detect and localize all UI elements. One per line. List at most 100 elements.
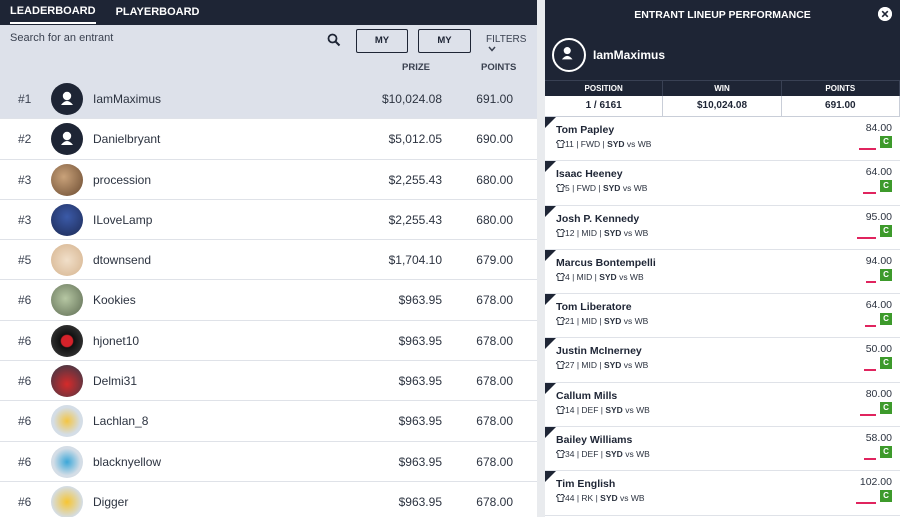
avatar — [51, 83, 83, 115]
position-label: POSITION — [545, 81, 664, 96]
player-number: 14 — [565, 404, 575, 415]
player-number: 44 — [565, 493, 575, 504]
player-row[interactable]: Tom Liberatore 21 | MID | SYD vs WB 64.0… — [545, 294, 900, 339]
player-matchup: vs WB — [622, 183, 648, 194]
player-row[interactable]: Justin McInerney 27 | MID | SYD vs WB 50… — [545, 338, 900, 383]
entrant-name[interactable]: hjonet10 — [93, 333, 140, 348]
top-nav: LEADERBOARD PLAYERBOARD — [0, 0, 537, 25]
player-info: 5 | FWD | SYD vs WB — [556, 183, 647, 193]
win-label: WIN — [663, 81, 782, 96]
player-team: SYD — [607, 139, 625, 149]
player-row[interactable]: Marcus Bontempelli 4 | MID | SYD vs WB 9… — [545, 249, 900, 295]
player-corner-marker — [545, 294, 556, 306]
player-team: SYD — [603, 360, 622, 371]
table-row[interactable]: #5 dtownsend $1,704.10 679.00 — [0, 240, 537, 281]
player-info: 14 | DEF | SYD vs WB — [556, 405, 650, 415]
player-row[interactable]: Josh P. Kennedy 12 | MID | SYD vs WB 95.… — [545, 205, 900, 250]
jersey-icon — [556, 405, 565, 414]
player-matchup: vs WB — [623, 316, 649, 327]
jersey-icon — [556, 317, 565, 326]
tab-leaderboard[interactable]: LEADERBOARD — [10, 1, 96, 24]
stats-values: 1 / 6161 $10,024.08 691.00 — [545, 96, 900, 117]
entrant-name[interactable]: Delmi31 — [93, 374, 138, 389]
captain-badge: C — [880, 224, 892, 237]
entrant-name[interactable]: Lachlan_8 — [93, 414, 149, 429]
avatar — [51, 123, 83, 156]
player-row[interactable]: Tim English 44 | RK | SYD vs WB 102.00 C — [545, 471, 900, 516]
table-row[interactable]: #2 Danielbryant $5,012.05 690.00 — [0, 119, 537, 160]
player-row[interactable]: Tom Papley 11 | FWD | SYD vs WB 84.00 C — [545, 117, 900, 162]
player-number: 11 — [565, 139, 574, 149]
points-progress-bar — [864, 369, 876, 372]
points-progress-bar — [859, 148, 876, 150]
avatar — [51, 485, 83, 517]
rank: #5 — [18, 253, 32, 268]
table-row[interactable]: #1 IamMaximus $10,024.08 691.00 — [0, 79, 537, 120]
player-corner-marker — [545, 249, 556, 261]
rank: #6 — [18, 293, 32, 308]
table-row[interactable]: #3 ILoveLamp $2,255.43 680.00 — [0, 200, 537, 241]
filters-dropdown[interactable]: FILTERS — [486, 34, 537, 56]
prize-value: $963.95 — [398, 333, 442, 348]
points-progress-bar — [866, 280, 876, 283]
table-row[interactable]: #6 Kookies $963.95 678.00 — [0, 280, 537, 321]
player-row[interactable]: Bailey Williams 34 | DEF | SYD vs WB 58.… — [545, 427, 900, 472]
player-points: 50.00 — [865, 343, 892, 356]
entrant-name[interactable]: ILoveLamp — [93, 212, 153, 227]
prize-value: $963.95 — [398, 414, 442, 429]
search-icon[interactable] — [327, 33, 341, 47]
search-input[interactable] — [10, 32, 310, 44]
close-icon[interactable] — [878, 7, 892, 21]
entrant-info: IamMaximus — [545, 30, 900, 80]
table-row[interactable]: #6 Digger $963.95 678.00 — [0, 482, 537, 517]
entrant-name[interactable]: dtownsend — [93, 253, 152, 268]
captain-badge: C — [880, 180, 892, 193]
player-name: Tom Liberatore — [556, 301, 632, 314]
player-points: 64.00 — [865, 299, 892, 312]
entrant-name[interactable]: IamMaximus — [93, 92, 162, 106]
player-name: Marcus Bontempelli — [556, 256, 656, 269]
avatar — [51, 445, 83, 478]
player-points: 94.00 — [865, 254, 892, 267]
player-info: 4 | MID | SYD vs WB — [556, 272, 644, 282]
points-progress-bar — [865, 325, 876, 328]
player-points: 102.00 — [859, 476, 892, 489]
player-points: 64.00 — [865, 166, 892, 179]
avatar — [51, 203, 83, 236]
rank: #3 — [18, 172, 32, 187]
table-row[interactable]: #3 procession $2,255.43 680.00 — [0, 160, 537, 200]
player-position: MID — [581, 360, 597, 371]
leaderboard-panel: LEADERBOARD PLAYERBOARD MY ENTRIES MY FR… — [0, 0, 537, 517]
my-entries-button[interactable]: MY ENTRIES — [356, 29, 408, 68]
table-row[interactable]: #6 Delmi31 $963.95 678.00 — [0, 361, 537, 402]
captain-badge: C — [880, 313, 892, 326]
entrant-name[interactable]: Digger — [93, 494, 129, 509]
player-number: 12 — [565, 227, 575, 238]
prize-value: $963.95 — [398, 293, 442, 308]
captain-badge: C — [880, 446, 892, 459]
default-user-icon — [561, 47, 573, 60]
prize-column-header: PRIZE — [402, 62, 430, 73]
table-row[interactable]: #6 hjonet10 $963.95 678.00 — [0, 321, 537, 362]
my-friends-button[interactable]: MY FRIENDS — [418, 29, 471, 68]
avatar — [51, 244, 83, 277]
table-row[interactable]: #6 blacknyellow $963.95 678.00 — [0, 442, 537, 482]
player-team: SYD — [599, 271, 617, 282]
avatar — [51, 405, 83, 438]
prize-value: $1,704.10 — [388, 253, 442, 268]
points-value: 678.00 — [476, 333, 513, 348]
table-row[interactable]: #6 Lachlan_8 $963.95 678.00 — [0, 401, 537, 442]
tab-playerboard[interactable]: PLAYERBOARD — [115, 6, 200, 18]
jersey-icon — [556, 184, 565, 193]
entrant-name[interactable]: blacknyellow — [93, 454, 162, 469]
entrant-name[interactable]: Kookies — [93, 293, 136, 308]
jersey-icon — [556, 450, 565, 459]
entrant-name[interactable]: Danielbryant — [93, 132, 161, 147]
jersey-icon — [556, 494, 565, 503]
player-row[interactable]: Isaac Heeney 5 | FWD | SYD vs WB 64.00 C — [545, 161, 900, 206]
points-column-header: POINTS — [481, 62, 517, 73]
points-progress-bar — [864, 458, 876, 461]
player-row[interactable]: Callum Mills 14 | DEF | SYD vs WB 80.00 … — [545, 382, 900, 428]
entrant-name[interactable]: procession — [93, 172, 152, 187]
player-position: MID — [581, 316, 597, 327]
